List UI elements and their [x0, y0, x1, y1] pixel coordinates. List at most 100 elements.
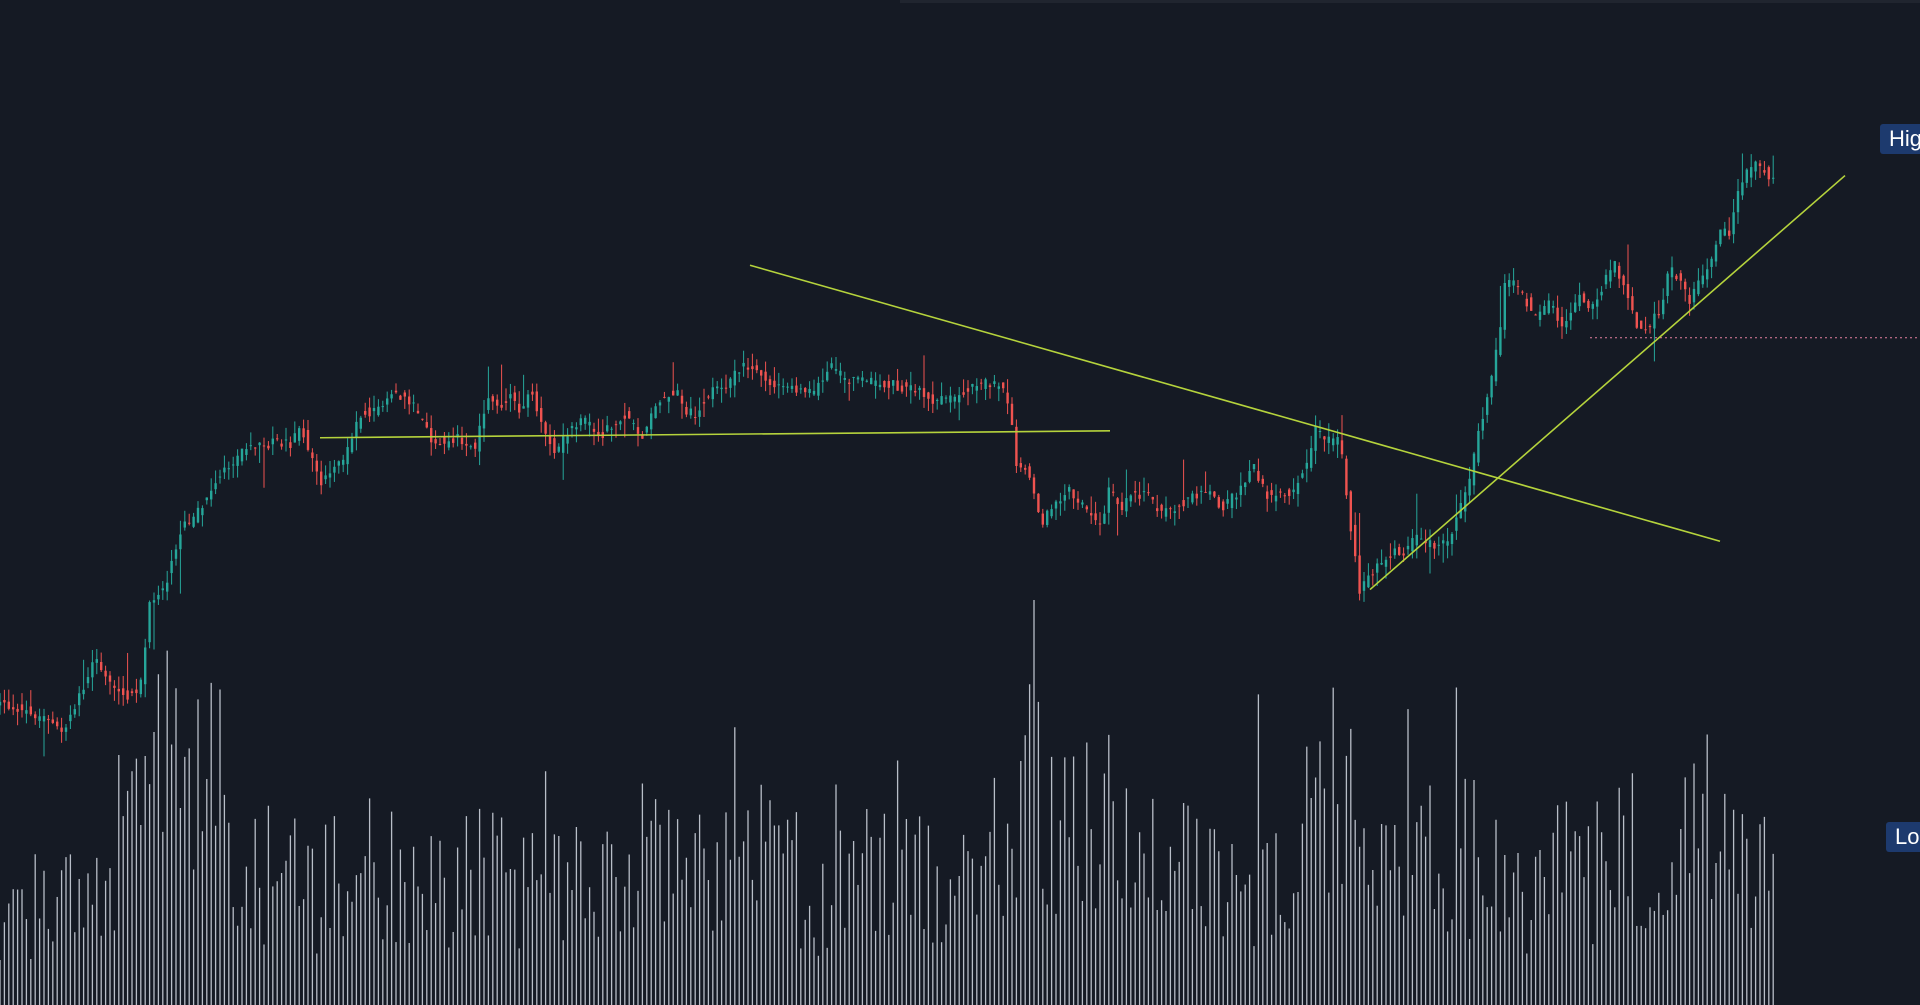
candle-body-32 — [139, 679, 142, 695]
candle-body-126 — [553, 438, 556, 454]
candle-body-224 — [984, 379, 987, 389]
candle-body-339 — [1490, 375, 1493, 398]
candle-body-263 — [1156, 508, 1159, 512]
ascending-trendline[interactable] — [1369, 174, 1846, 591]
candle-body-217 — [953, 396, 956, 402]
candle-body-180 — [790, 385, 794, 389]
candle-body-168 — [738, 372, 741, 374]
candle-body-264 — [1160, 504, 1163, 511]
candle-body-370 — [1626, 284, 1630, 299]
candle-body-3 — [12, 707, 15, 710]
candle-body-178 — [782, 386, 785, 388]
candle-body-158 — [694, 416, 697, 418]
candle-body-342 — [1503, 282, 1506, 330]
candle-body-120 — [526, 394, 530, 408]
candle-body-21 — [91, 662, 94, 678]
candle-body-140 — [614, 424, 618, 426]
candle-body-384 — [1688, 294, 1691, 304]
candle-body-7 — [29, 706, 32, 715]
candle-body-4 — [16, 708, 19, 712]
candle-body-68 — [298, 428, 301, 441]
candle-body-233 — [1024, 467, 1027, 470]
candle-body-337 — [1481, 418, 1484, 431]
candle-body-203 — [892, 380, 895, 386]
candle-body-315 — [1384, 559, 1388, 567]
candle-body-10 — [42, 716, 46, 722]
candle-body-125 — [548, 436, 552, 445]
candle-body-219 — [962, 392, 965, 395]
candle-body-149 — [654, 406, 657, 419]
candle-body-77 — [337, 461, 340, 466]
candle-body-99 — [434, 439, 437, 444]
candle-body-164 — [720, 387, 723, 390]
candle-body-84 — [368, 407, 371, 417]
candle-body-207 — [909, 385, 912, 391]
candle-body-372 — [1635, 312, 1638, 328]
candle-body-366 — [1609, 270, 1612, 282]
candle-body-346 — [1521, 291, 1524, 293]
candle-body-79 — [346, 447, 349, 465]
candle-body-223 — [980, 382, 983, 384]
candle-body-69 — [302, 428, 305, 438]
candle-body-301 — [1323, 436, 1326, 440]
candle-body-153 — [672, 390, 675, 396]
candle-body-329 — [1446, 541, 1449, 546]
candle-body-27 — [117, 688, 120, 692]
candle-body-104 — [456, 434, 459, 438]
candle-body-199 — [874, 380, 877, 386]
candle-body-145 — [636, 427, 640, 434]
candle-body-351 — [1543, 306, 1546, 315]
candle-body-284 — [1248, 470, 1251, 482]
candle-body-206 — [905, 382, 908, 387]
support-line[interactable] — [319, 430, 1111, 439]
candle-body-31 — [135, 689, 138, 694]
candle-body-123 — [540, 408, 543, 422]
candle-body-257 — [1129, 495, 1132, 502]
candle-body-58 — [254, 447, 257, 449]
candle-body-194 — [852, 377, 855, 379]
candle-body-354 — [1556, 307, 1559, 321]
candle-body-385 — [1692, 288, 1696, 303]
candle-body-276 — [1213, 491, 1216, 497]
candle-body-51 — [223, 467, 226, 473]
candle-body-309 — [1358, 555, 1361, 594]
candle-body-26 — [113, 685, 116, 688]
candle-body-94 — [412, 402, 415, 404]
volume-bars — [0, 600, 1774, 1005]
candle-body-331 — [1455, 517, 1458, 531]
candle-body-242 — [1063, 495, 1066, 501]
candle-body-382 — [1679, 273, 1682, 281]
candle-body-402 — [1767, 167, 1770, 180]
candle-body-248 — [1090, 513, 1093, 516]
candle-body-298 — [1310, 448, 1313, 468]
candle-body-6 — [25, 710, 28, 714]
candle-body-201 — [883, 380, 886, 388]
candle-body-296 — [1301, 473, 1304, 478]
candle-body-318 — [1398, 547, 1401, 555]
trend-drawings[interactable] — [319, 174, 1846, 591]
candle-body-41 — [179, 534, 182, 550]
candle-body-105 — [460, 437, 464, 445]
candle-body-209 — [918, 387, 921, 391]
candle-body-341 — [1499, 327, 1502, 355]
candle-body-83 — [364, 410, 367, 415]
candle-body-327 — [1437, 544, 1440, 546]
candle-body-188 — [826, 371, 829, 381]
candle-body-302 — [1327, 436, 1330, 443]
candle-body-226 — [993, 381, 996, 384]
candle-body-204 — [896, 380, 899, 391]
candle-body-292 — [1283, 495, 1286, 497]
candle-body-18 — [78, 693, 81, 706]
candle-body-187 — [821, 380, 824, 382]
candle-body-320 — [1406, 545, 1410, 550]
candle-body-347 — [1525, 298, 1528, 307]
candle-body-352 — [1547, 300, 1550, 314]
candle-body-383 — [1684, 281, 1687, 290]
candle-body-232 — [1019, 463, 1022, 468]
candle-body-270 — [1186, 497, 1190, 499]
candle-body-146 — [641, 434, 644, 439]
descending-trendline[interactable] — [749, 264, 1721, 543]
candle-body-334 — [1468, 478, 1471, 496]
